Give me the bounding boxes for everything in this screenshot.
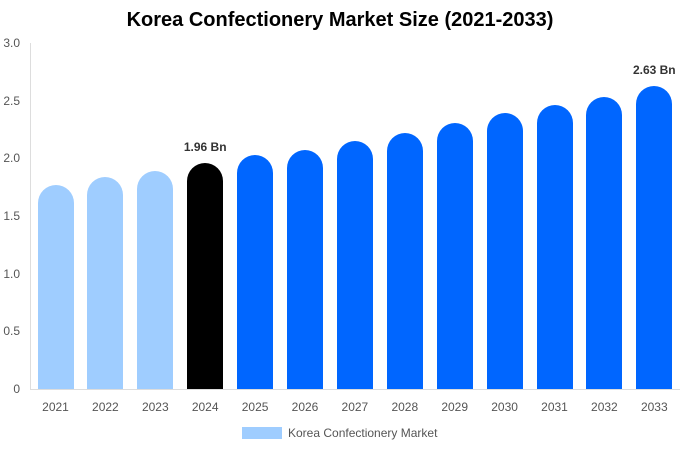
x-tick-label: 2026 xyxy=(291,400,319,414)
bar-2023[interactable] xyxy=(137,171,174,389)
data-label-2033: 2.63 Bn xyxy=(632,62,676,77)
x-tick-label: 2024 xyxy=(191,400,219,414)
x-axis-line xyxy=(30,389,680,390)
bar-2032[interactable] xyxy=(586,97,623,389)
x-tick-label: 2031 xyxy=(541,400,568,414)
bar-2028[interactable] xyxy=(386,132,423,389)
x-tick-label: 2028 xyxy=(391,400,419,414)
bar-2029[interactable] xyxy=(436,122,473,389)
x-tick-label: 2029 xyxy=(441,400,469,414)
bar-2021[interactable] xyxy=(37,184,74,389)
x-tick-label: 2027 xyxy=(341,400,369,414)
bar-2030[interactable] xyxy=(486,113,523,389)
x-tick-label: 2023 xyxy=(141,400,169,414)
x-tick-label: 2021 xyxy=(42,400,69,414)
y-tick-label: 2.0 xyxy=(3,151,20,166)
x-tick-label: 2032 xyxy=(591,400,618,414)
x-tick-label: 2033 xyxy=(640,400,668,414)
y-tick-label: 0 xyxy=(13,382,20,396)
bar-2024[interactable] xyxy=(187,162,224,389)
y-axis-line xyxy=(30,43,31,389)
y-tick-label: 1.5 xyxy=(3,209,20,223)
legend-swatch xyxy=(242,427,282,439)
x-tick-label: 2030 xyxy=(491,400,518,414)
x-tick-label: 2025 xyxy=(241,400,269,414)
bar-2025[interactable] xyxy=(237,154,274,389)
bar-2026[interactable] xyxy=(287,150,323,389)
y-tick-label: 3.0 xyxy=(3,36,20,50)
data-label-2024: 1.96 Bn xyxy=(183,139,227,154)
y-tick-label: 0.5 xyxy=(3,324,20,339)
chart-title: Korea Confectionery Market Size (2021-20… xyxy=(126,9,554,31)
bar-2022[interactable] xyxy=(87,176,124,389)
legend-label: Korea Confectionery Market xyxy=(288,426,438,440)
bar-2033[interactable] xyxy=(636,85,673,389)
legend[interactable]: Korea Confectionery Market xyxy=(242,426,437,440)
bar-2027[interactable] xyxy=(336,141,373,389)
x-tick-label: 2022 xyxy=(92,400,119,414)
y-tick-label: 2.5 xyxy=(3,93,20,108)
bar-2031[interactable] xyxy=(536,105,573,389)
y-tick-label: 1.0 xyxy=(3,266,20,281)
